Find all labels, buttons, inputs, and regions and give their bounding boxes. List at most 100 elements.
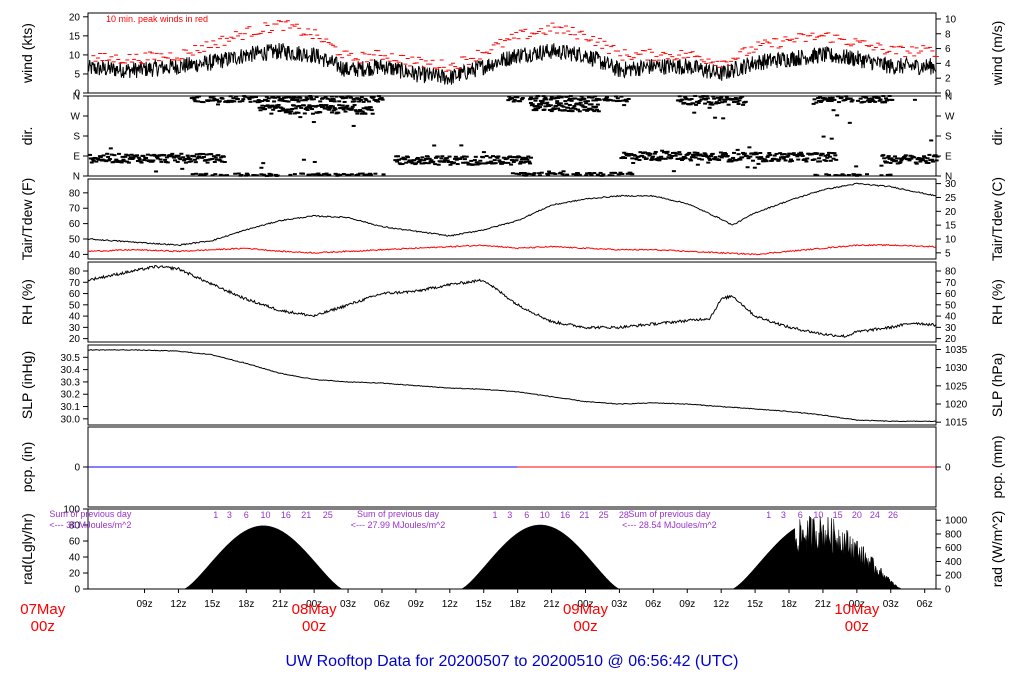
wind-dir-mark xyxy=(501,156,506,159)
wind-dir-mark xyxy=(351,124,356,127)
rh-tick-label-left: 50 xyxy=(69,300,81,311)
wind-dir-mark xyxy=(533,107,538,110)
wind-dir-mark xyxy=(512,99,517,102)
wind-dir-mark xyxy=(229,100,234,103)
wind-dir-mark xyxy=(546,174,551,177)
wind-dir-mark xyxy=(662,151,667,154)
wind-ylabel-right: wind (m/s) xyxy=(989,21,1005,87)
wind-dir-mark xyxy=(573,97,578,100)
wind-dir-mark xyxy=(912,98,917,101)
wind-dir-mark xyxy=(879,174,884,177)
wind-dir-mark xyxy=(340,97,345,100)
wind-dir-mark xyxy=(628,171,633,174)
wind-dir-mark xyxy=(320,105,325,108)
wind-dir-mark xyxy=(765,155,770,158)
wind-dir-mark xyxy=(158,158,163,161)
wind-dir-mark xyxy=(710,152,715,155)
temp-tick-label-left: 40 xyxy=(69,250,81,261)
x-tick-label: 18z xyxy=(510,599,526,610)
wind-dir-mark xyxy=(171,155,176,158)
wind-dir-mark xyxy=(490,155,495,158)
wind-dir-mark xyxy=(604,96,609,99)
wind-dir-mark xyxy=(97,158,102,161)
wind-dir-mark xyxy=(488,156,493,159)
wind-dir-mark xyxy=(930,158,935,161)
dir-ylabel-right: dir. xyxy=(989,127,1005,146)
wind-speed-line xyxy=(87,42,937,85)
wind-dir-mark xyxy=(519,172,524,175)
wind-dir-mark xyxy=(210,157,215,160)
wind-dir-mark xyxy=(233,172,238,175)
wind-dir-mark xyxy=(364,99,369,102)
wind-dir-mark xyxy=(584,174,589,177)
wind-dir-mark xyxy=(311,98,316,101)
wind-dir-mark xyxy=(531,173,536,176)
wind-dir-mark xyxy=(598,171,603,174)
wind-dir-mark xyxy=(515,96,520,99)
wind-dir-mark xyxy=(425,155,430,158)
wind-dir-mark xyxy=(349,173,354,176)
wind-dir-mark xyxy=(673,154,678,157)
wind-dir-mark xyxy=(479,162,484,165)
wind-dir-mark xyxy=(135,159,140,162)
wind-dir-mark xyxy=(722,100,727,103)
wind-dir-mark xyxy=(339,96,344,99)
wind-dir-mark xyxy=(583,106,588,109)
wind-dir-mark xyxy=(823,154,828,157)
x-tick-label: 03z xyxy=(340,599,356,610)
wind-dir-mark xyxy=(272,96,277,99)
wind-dir-mark xyxy=(770,159,775,162)
wind-dir-mark xyxy=(574,174,579,177)
wind-dir-mark xyxy=(648,152,653,155)
wind-dir-mark xyxy=(747,146,752,149)
wind-dir-mark xyxy=(193,100,198,103)
wind-dir-mark xyxy=(506,161,511,164)
wind-dir-mark xyxy=(241,98,246,101)
wind-dir-mark xyxy=(264,174,269,177)
wind-dir-mark xyxy=(248,100,253,103)
wind-dir-mark xyxy=(222,161,227,164)
wind-dir-mark xyxy=(912,156,917,159)
x-tick-label: 00z xyxy=(849,599,865,610)
wind-dir-mark xyxy=(601,173,606,176)
wind-dir-mark xyxy=(414,162,419,165)
wind-dir-mark xyxy=(913,161,918,164)
pcp-ylabel-left: pcp. (in) xyxy=(19,442,35,493)
wind-dir-mark xyxy=(651,155,656,158)
wind-dir-mark xyxy=(509,159,514,162)
wind-dir-mark xyxy=(836,95,841,98)
wind-dir-mark xyxy=(296,100,301,103)
wind-dir-mark xyxy=(836,101,841,104)
wind-dir-mark xyxy=(541,95,546,98)
wind-dir-mark xyxy=(220,97,225,100)
wind-dir-mark xyxy=(286,100,291,103)
wind-dir-mark xyxy=(689,97,694,100)
wind-dir-mark xyxy=(555,100,560,103)
wind-dir-mark xyxy=(412,159,417,162)
wind-tick-label-right: 0 xyxy=(945,89,951,100)
rh-tick-label-left: 60 xyxy=(69,289,81,300)
wind-dir-mark xyxy=(774,152,779,155)
wind-dir-mark xyxy=(176,154,181,157)
wind-dir-mark xyxy=(376,95,381,98)
wind-dir-mark xyxy=(432,144,437,147)
wind-dir-mark xyxy=(719,96,724,99)
wind-dir-mark xyxy=(883,101,888,104)
wind-dir-mark xyxy=(196,100,201,103)
wind-dir-mark xyxy=(422,159,427,162)
wind-dir-mark xyxy=(440,155,445,158)
rad-sum-note-line2: <--- 30 MJoules/m^2 xyxy=(49,520,131,530)
wind-dir-mark xyxy=(677,151,682,154)
wind-dir-mark xyxy=(295,98,300,101)
x-tick-label: 03z xyxy=(883,599,899,610)
wind-dir-mark xyxy=(847,121,852,124)
wind-dir-mark xyxy=(342,100,347,103)
wind-dir-mark xyxy=(178,158,183,161)
wind-dir-mark xyxy=(682,101,687,104)
wind-dir-mark xyxy=(493,162,498,165)
rad-sum-note-line2: <--- 27.99 MJoules/m^2 xyxy=(351,520,446,530)
wind-dir-mark xyxy=(577,173,582,176)
wind-dir-mark xyxy=(834,174,839,177)
wind-dir-mark xyxy=(530,103,535,106)
